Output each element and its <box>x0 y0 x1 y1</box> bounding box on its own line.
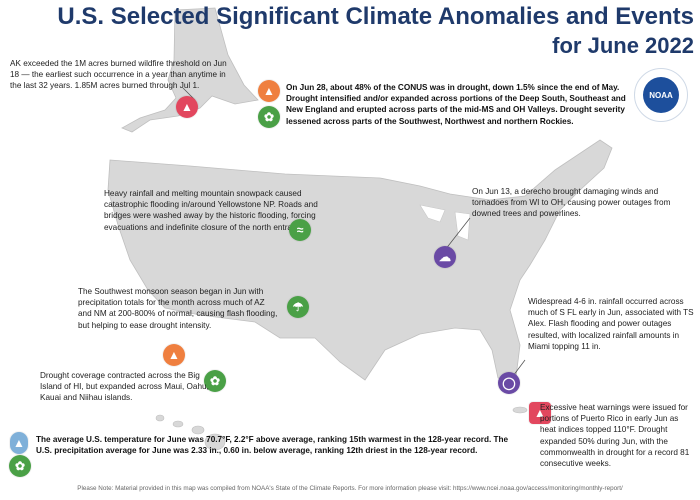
yellowstone-annotation: Heavy rainfall and melting mountain snow… <box>104 189 318 232</box>
tornado-icon: ☁ <box>434 246 456 268</box>
monsoon-annotation: The Southwest monsoon season began in Ju… <box>78 287 278 330</box>
alaska-annotation: AK exceeded the 1M acres burned wildfire… <box>10 59 227 91</box>
title-line-2: for June 2022 <box>552 33 694 58</box>
leaf-icon: ✿ <box>258 106 280 128</box>
noaa-logo-icon: NOAA <box>643 77 679 113</box>
puerto-rico-annotation: Excessive heat warnings were issued for … <box>540 403 690 469</box>
national-annotation: The average U.S. temperature for June wa… <box>36 435 509 456</box>
puerto-rico-shape <box>512 406 528 414</box>
hawaii-shape <box>155 414 226 451</box>
great-lakes-shape <box>419 204 471 241</box>
title-line-1: U.S. Selected Significant Climate Anomal… <box>57 3 694 30</box>
florida-annotation: Widespread 4-6 in. rainfall occurred acr… <box>528 297 694 351</box>
footer-note: Please Note: Material provided in this m… <box>77 485 623 492</box>
leaf-icon: ✿ <box>204 370 226 392</box>
thermometer-icon: ▲ <box>529 402 551 424</box>
thermometer-icon: ▲ <box>10 432 28 454</box>
fire-icon: ▲ <box>176 96 198 118</box>
drought-annotation: On Jun 28, about 48% of the CONUS was in… <box>286 83 626 126</box>
rain-icon: ☂ <box>287 296 309 318</box>
alaska-shape <box>121 7 259 133</box>
fire-icon: ▲ <box>258 80 280 102</box>
derecho-annotation: On Jun 13, a derecho brought damaging wi… <box>472 187 671 219</box>
tropical-storm-icon: ◯ <box>498 372 520 394</box>
fire-icon: ▲ <box>163 344 185 366</box>
leaf-icon: ✿ <box>9 455 31 477</box>
flood-icon: ≈ <box>289 219 311 241</box>
conus-shape <box>107 139 613 386</box>
hawaii-annotation: Drought coverage contracted across the B… <box>40 371 209 403</box>
noaa-logo: NOAA <box>634 68 688 122</box>
derecho-leader <box>444 217 471 251</box>
